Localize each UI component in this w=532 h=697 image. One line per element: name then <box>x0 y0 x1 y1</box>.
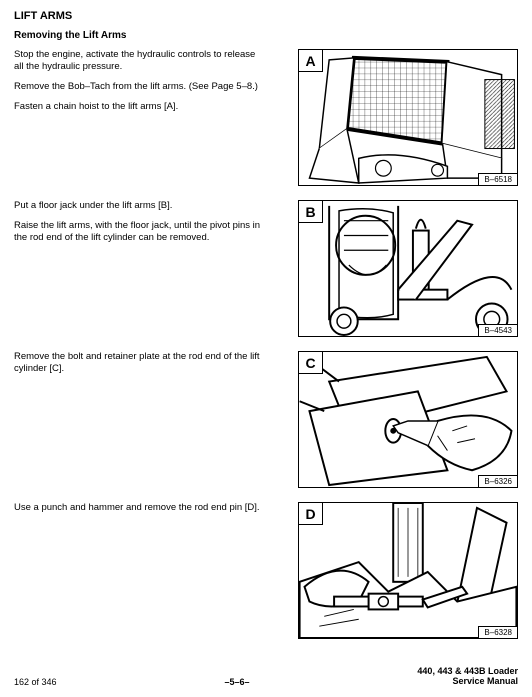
figure-label: A <box>299 50 323 72</box>
figure-id: B–6326 <box>478 475 517 487</box>
text-col-c: Remove the bolt and retainer plate at th… <box>14 351 264 383</box>
para: Raise the lift arms, with the floor jack… <box>14 220 264 244</box>
page-number: –5–6– <box>224 677 249 687</box>
para: Use a punch and hammer and remove the ro… <box>14 502 264 514</box>
block-a: Stop the engine, activate the hydraulic … <box>14 49 518 186</box>
figure-label: D <box>299 503 323 525</box>
figure-id: B–6328 <box>478 626 517 638</box>
para: Fasten a chain hoist to the lift arms [A… <box>14 101 264 113</box>
page-footer: 162 of 346 –5–6– 440, 443 & 443B Loader … <box>14 667 518 687</box>
figure-b-art <box>299 201 517 336</box>
page-counter: 162 of 346 <box>14 677 57 687</box>
figure-col-d: D B–6328 <box>298 502 518 639</box>
figure-id: B–6518 <box>478 173 517 185</box>
para: Stop the engine, activate the hydraulic … <box>14 49 264 73</box>
para: Remove the Bob–Tach from the lift arms. … <box>14 81 264 93</box>
figure-d-art <box>299 503 517 638</box>
figure-c-art <box>299 352 517 487</box>
figure-a-art <box>299 50 517 185</box>
text-col-a: Stop the engine, activate the hydraulic … <box>14 49 264 121</box>
figure-b: B B–4543 <box>298 200 518 337</box>
figure-col-b: B B–4543 <box>298 200 518 337</box>
text-col-d: Use a punch and hammer and remove the ro… <box>14 502 264 522</box>
manual-title: 440, 443 & 443B Loader Service Manual <box>417 667 518 687</box>
figure-label: B <box>299 201 323 223</box>
figure-col-a: A B–6518 <box>298 49 518 186</box>
figure-c: C B–6326 <box>298 351 518 488</box>
para: Put a floor jack under the lift arms [B]… <box>14 200 264 212</box>
para: Remove the bolt and retainer plate at th… <box>14 351 264 375</box>
figure-d: D B–6328 <box>298 502 518 639</box>
figure-label: C <box>299 352 323 374</box>
block-c: Remove the bolt and retainer plate at th… <box>14 351 518 488</box>
block-d: Use a punch and hammer and remove the ro… <box>14 502 518 639</box>
figure-id: B–4543 <box>478 324 517 336</box>
figure-a: A B–6518 <box>298 49 518 186</box>
block-b: Put a floor jack under the lift arms [B]… <box>14 200 518 337</box>
sub-title: Removing the Lift Arms <box>14 30 518 41</box>
text-col-b: Put a floor jack under the lift arms [B]… <box>14 200 264 252</box>
figure-col-c: C B–6326 <box>298 351 518 488</box>
manual-title-line2: Service Manual <box>417 677 518 687</box>
section-title: LIFT ARMS <box>14 10 518 22</box>
